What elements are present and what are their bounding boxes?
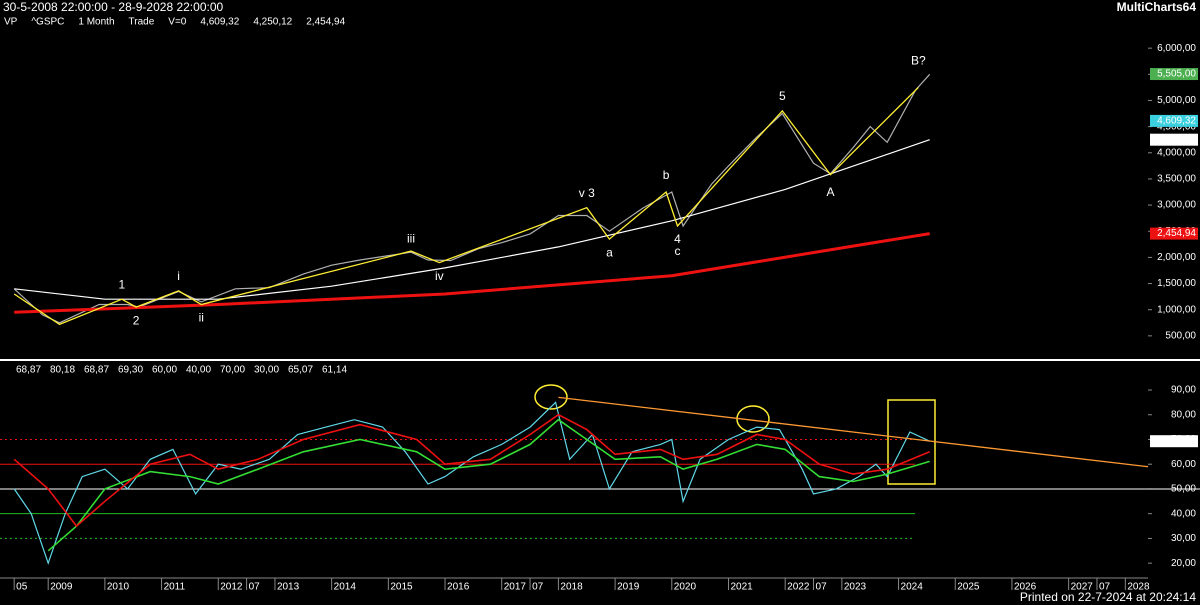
- y-tick-label: 30,00: [1171, 533, 1196, 544]
- price-badge-label: 4,250,12: [1157, 134, 1196, 145]
- legend-item: 30,00: [254, 365, 279, 376]
- wave-label: B?: [911, 54, 926, 68]
- header-item: 4,609,32: [200, 17, 239, 28]
- wave-label: ii: [199, 311, 204, 325]
- wave-label: a: [606, 245, 613, 259]
- wave-label: b: [663, 168, 670, 182]
- x-tick-label: 2021: [730, 582, 753, 593]
- app-name: MultiCharts64: [1117, 0, 1197, 14]
- header-item: Trade: [129, 17, 155, 28]
- price-badge: [1150, 435, 1198, 448]
- x-tick-label: 2019: [617, 582, 640, 593]
- y-tick-label: 500,00: [1165, 331, 1196, 342]
- header-item: V=0: [168, 17, 187, 28]
- y-tick-label: 6,000,00: [1157, 43, 1196, 54]
- x-tick-label: 2022: [787, 582, 810, 593]
- price-badge: [1150, 114, 1198, 127]
- price-badge-label: 4,609,32: [1157, 116, 1196, 127]
- x-tick-label: 2015: [390, 582, 413, 593]
- series-line: [13, 401, 930, 566]
- wave-label: 2: [133, 313, 140, 327]
- header-item: ^GSPC: [31, 17, 64, 28]
- y-tick-label: 1,500,00: [1157, 278, 1196, 289]
- x-tick-label: 2024: [901, 582, 924, 593]
- legend-item: 80,18: [50, 365, 75, 376]
- y-tick-label: 4,000,00: [1157, 147, 1196, 158]
- x-tick-label: 05: [16, 582, 28, 593]
- x-tick-label: 2026: [1014, 582, 1037, 593]
- wave-label: i: [177, 269, 180, 283]
- x-tick-label: 2013: [277, 582, 300, 593]
- x-tick-label: 2023: [844, 582, 867, 593]
- x-tick-label: 2020: [674, 582, 697, 593]
- wave-label: 5: [779, 89, 786, 103]
- y-tick-label: 40,00: [1171, 508, 1196, 519]
- price-badge: [1150, 68, 1198, 81]
- x-tick-label: 07: [249, 582, 261, 593]
- header-item: 2,454,94: [306, 17, 345, 28]
- x-tick-label: 07: [532, 582, 544, 593]
- series-line: [14, 139, 930, 300]
- wave-label: iii: [407, 231, 415, 245]
- x-tick-label: 2018: [560, 582, 583, 593]
- x-tick-label: 2010: [107, 582, 130, 593]
- highlight-ellipse: [534, 384, 568, 410]
- y-tick-label: 90,00: [1171, 385, 1196, 396]
- x-tick-label: 2011: [164, 582, 186, 593]
- y-tick-label: 80,00: [1171, 409, 1196, 420]
- header-item: 4,250,12: [253, 17, 292, 28]
- x-tick-label: 2017: [504, 582, 527, 593]
- y-tick-label: 3,000,00: [1157, 200, 1196, 211]
- price-badge-label: 69,30: [1171, 436, 1196, 447]
- y-tick-label: 60,00: [1171, 459, 1196, 470]
- x-tick-label: 2009: [50, 582, 73, 593]
- price-badge-label: 5,505,00: [1157, 69, 1196, 80]
- series-line: [47, 418, 930, 552]
- x-tick-label: 07: [1099, 582, 1111, 593]
- legend-item: 65,07: [288, 365, 313, 376]
- legend-item: 68,87: [84, 365, 109, 376]
- wave-label: 4: [674, 232, 681, 246]
- wave-label: A: [827, 185, 835, 199]
- x-tick-label: 2014: [334, 582, 357, 593]
- series-line: [14, 232, 930, 314]
- series-line: [558, 396, 1149, 468]
- y-tick-label: 3,500,00: [1157, 174, 1196, 185]
- series-line: [13, 86, 919, 326]
- x-tick-label: 07: [816, 582, 828, 593]
- x-tick-label: 2012: [220, 582, 243, 593]
- printed-note: Printed on 22-7-2024 at 20:24:14: [1020, 590, 1196, 604]
- legend-item: 61,14: [322, 365, 347, 376]
- x-tick-label: 2027: [1071, 582, 1094, 593]
- y-tick-label: 5,000,00: [1157, 95, 1196, 106]
- price-badge: [1150, 227, 1198, 240]
- legend-item: 68,87: [16, 365, 41, 376]
- header-item: VP: [4, 17, 18, 28]
- y-tick-label: 2,000,00: [1157, 252, 1196, 263]
- x-tick-label: 2016: [447, 582, 470, 593]
- x-tick-label: 2028: [1127, 582, 1150, 593]
- y-tick-label: 20,00: [1171, 558, 1196, 569]
- x-tick-label: 2025: [957, 582, 980, 593]
- header-item: 1 Month: [78, 17, 114, 28]
- price-badge: [1150, 133, 1198, 146]
- legend-item: 60,00: [152, 365, 177, 376]
- date-range: 30-5-2008 22:00:00 - 28-9-2028 22:00:00: [3, 0, 223, 14]
- legend-item: 40,00: [186, 365, 211, 376]
- y-tick-label: 1,000,00: [1157, 304, 1196, 315]
- legend-item: 69,30: [118, 365, 143, 376]
- wave-label: iv: [435, 269, 444, 283]
- wave-label: v 3: [579, 186, 595, 200]
- legend-item: 70,00: [220, 365, 245, 376]
- wave-label: 1: [119, 277, 126, 291]
- wave-label: c: [674, 244, 680, 258]
- price-badge-label: 2,454,94: [1157, 228, 1196, 239]
- series-line: [13, 413, 931, 528]
